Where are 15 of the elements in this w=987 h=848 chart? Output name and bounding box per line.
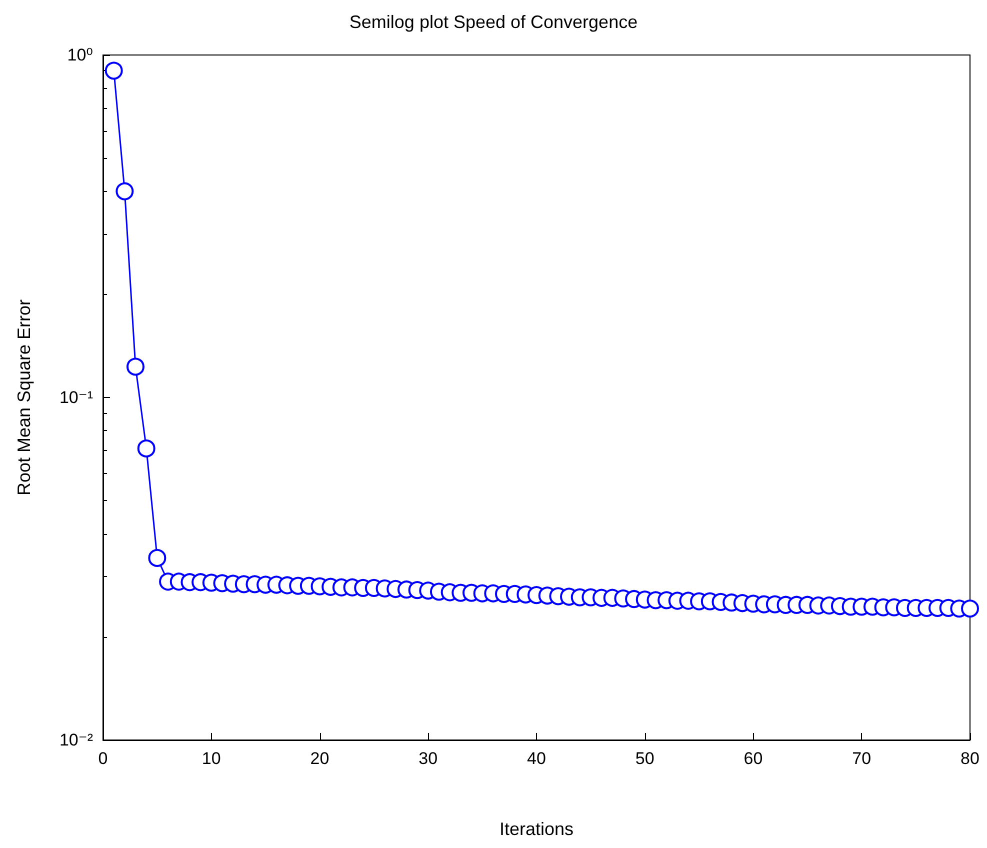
y-tick-label: 10⁰ [67,46,94,64]
x-tick-label: 50 [635,749,654,768]
x-tick-label: 30 [418,749,438,768]
chart-title: Semilog plot Speed of Convergence [349,12,638,32]
x-axis-title: Iterations [499,819,574,839]
x-tick-label: 70 [852,749,872,768]
x-tick-label: 20 [310,749,330,768]
x-tick-label: 0 [98,749,108,768]
x-tick-label: 80 [960,749,980,768]
y-tick-label: 10⁻¹ [59,388,94,407]
x-tick-label: 40 [527,749,546,768]
x-tick-label: 60 [744,749,763,768]
x-tick-label: 10 [202,749,221,768]
y-axis-title: Root Mean Square Error [14,299,34,496]
y-tick-label: 10⁻² [59,730,94,750]
